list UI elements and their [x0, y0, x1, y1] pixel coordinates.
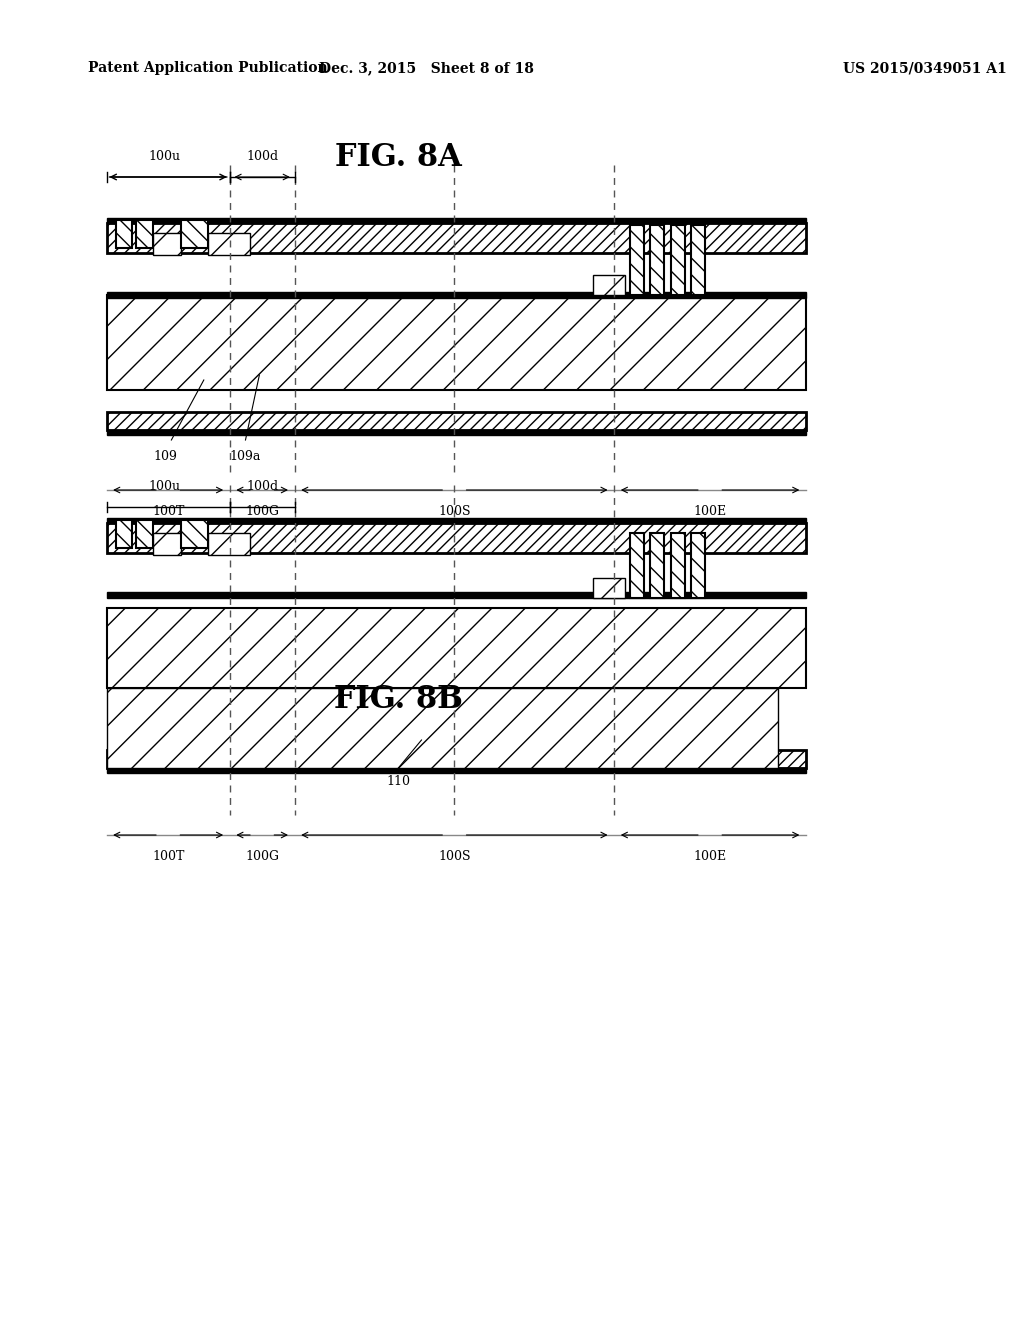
Text: 100u: 100u	[148, 480, 181, 492]
Bar	[106, 412, 806, 430]
Bar	[153, 234, 180, 255]
Text: US 2015/0349051 A1: US 2015/0349051 A1	[843, 61, 1007, 75]
Bar	[106, 218, 806, 223]
Text: 100S: 100S	[438, 506, 471, 517]
Bar	[180, 520, 209, 548]
Bar	[153, 533, 180, 554]
Text: FIG. 8A: FIG. 8A	[335, 143, 462, 173]
Text: FIG. 8B: FIG. 8B	[334, 685, 463, 715]
Text: 100G: 100G	[245, 506, 280, 517]
Bar	[136, 520, 153, 548]
Bar	[209, 234, 250, 255]
Bar	[106, 591, 806, 598]
Bar	[691, 224, 705, 294]
Text: Patent Application Publication: Patent Application Publication	[88, 61, 328, 75]
Bar	[671, 533, 685, 598]
Text: 100G: 100G	[245, 850, 280, 863]
Bar	[106, 688, 778, 768]
Bar	[593, 578, 626, 598]
Bar	[106, 223, 806, 253]
Bar	[209, 533, 250, 554]
Bar	[650, 533, 665, 598]
Text: 100d: 100d	[246, 480, 279, 492]
Bar	[136, 220, 153, 248]
Bar	[593, 275, 626, 294]
Bar	[630, 224, 644, 294]
Bar	[116, 220, 132, 248]
Bar	[106, 768, 806, 774]
Text: 100T: 100T	[152, 506, 184, 517]
Bar	[106, 294, 806, 389]
Bar	[106, 292, 806, 298]
Text: 100S: 100S	[438, 850, 471, 863]
Text: 100d: 100d	[246, 150, 279, 162]
Bar	[106, 750, 806, 768]
Bar	[630, 533, 644, 598]
Bar	[106, 609, 806, 688]
Bar	[106, 517, 806, 523]
Bar	[106, 523, 806, 553]
Text: 110: 110	[386, 775, 411, 788]
Text: 109: 109	[153, 450, 177, 463]
Text: 100E: 100E	[693, 506, 727, 517]
Text: Dec. 3, 2015   Sheet 8 of 18: Dec. 3, 2015 Sheet 8 of 18	[318, 61, 534, 75]
Text: 100E: 100E	[693, 850, 727, 863]
Bar	[180, 220, 209, 248]
Bar	[650, 224, 665, 294]
Text: 109a: 109a	[229, 450, 261, 463]
Bar	[691, 533, 705, 598]
Text: 100u: 100u	[148, 150, 181, 162]
Bar	[106, 430, 806, 436]
Bar	[116, 520, 132, 548]
Bar	[671, 224, 685, 294]
Text: 100T: 100T	[152, 850, 184, 863]
